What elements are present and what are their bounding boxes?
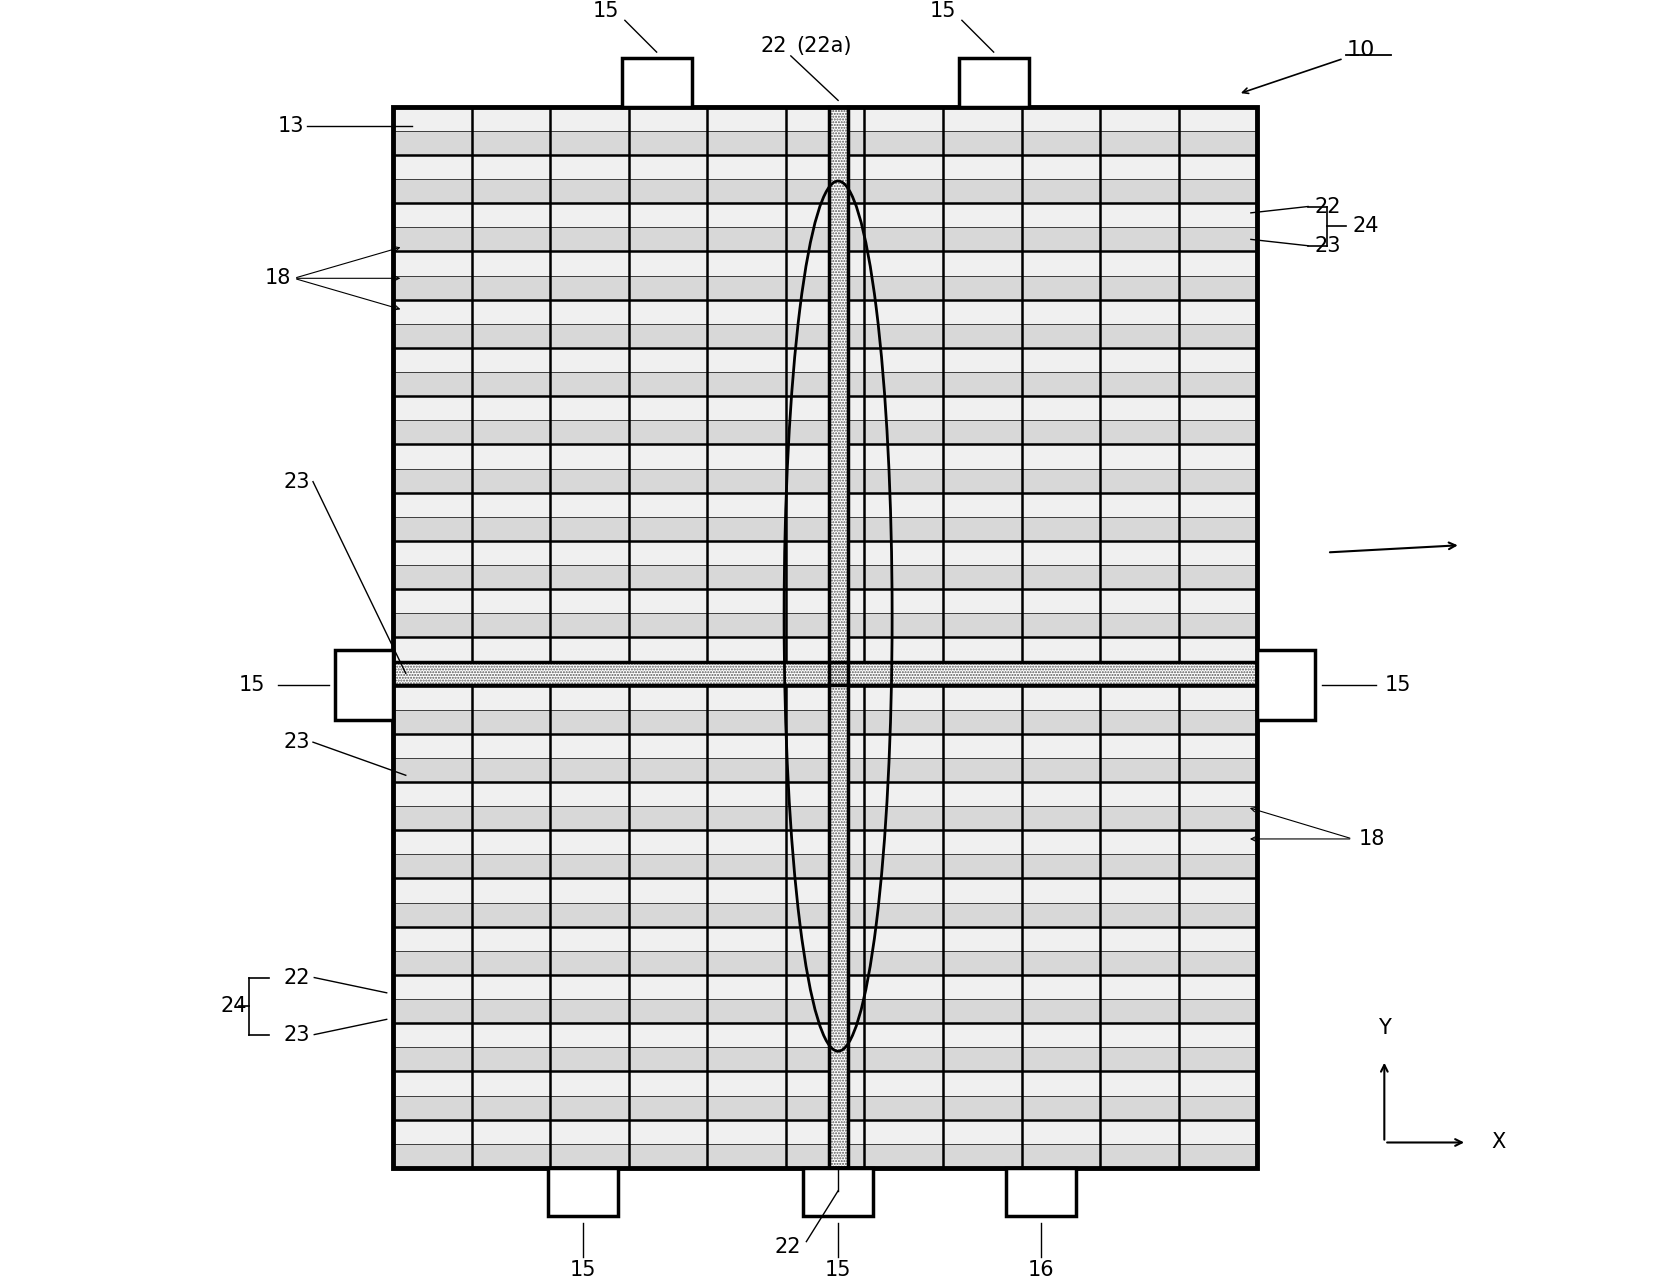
Bar — [392, 227, 1257, 251]
Bar — [392, 106, 1257, 1168]
Text: (22a): (22a) — [797, 36, 851, 56]
Bar — [392, 1095, 1257, 1120]
Bar — [392, 251, 1257, 275]
Bar — [392, 493, 1257, 516]
Bar — [549, 1168, 619, 1216]
Bar — [392, 469, 1257, 493]
Bar — [392, 300, 1257, 324]
Bar — [392, 854, 1257, 879]
Text: 15: 15 — [825, 1259, 851, 1280]
Bar — [392, 903, 1257, 926]
Bar — [392, 999, 1257, 1024]
Bar — [392, 758, 1257, 781]
Bar — [392, 589, 1257, 614]
Text: 22: 22 — [773, 1236, 800, 1257]
Bar — [828, 106, 848, 1168]
Text: 23: 23 — [284, 1025, 311, 1044]
Bar — [392, 541, 1257, 565]
Bar — [392, 204, 1257, 227]
Bar — [392, 179, 1257, 204]
Bar — [392, 106, 1257, 131]
Bar — [392, 926, 1257, 951]
Text: 13: 13 — [278, 115, 304, 136]
Bar — [392, 1144, 1257, 1168]
Bar — [1006, 1168, 1076, 1216]
Bar — [1257, 651, 1315, 720]
Bar — [392, 951, 1257, 975]
Text: 15: 15 — [930, 1, 956, 22]
Bar — [392, 710, 1257, 734]
Bar — [392, 781, 1257, 806]
Text: 15: 15 — [239, 675, 264, 696]
Text: 18: 18 — [264, 268, 291, 288]
Bar — [392, 685, 1257, 710]
Bar — [392, 371, 1257, 396]
Bar — [392, 662, 1257, 685]
Text: 15: 15 — [570, 1259, 597, 1280]
Bar — [803, 1168, 873, 1216]
Text: 15: 15 — [1385, 675, 1412, 696]
Bar — [392, 806, 1257, 830]
Bar — [392, 275, 1257, 300]
Bar — [392, 662, 1257, 685]
Text: 24: 24 — [221, 997, 246, 1016]
Bar — [392, 614, 1257, 638]
Bar — [392, 830, 1257, 854]
Bar — [392, 420, 1257, 445]
Bar — [392, 975, 1257, 999]
Bar — [828, 106, 848, 1168]
Text: 15: 15 — [592, 1, 619, 22]
Bar — [958, 59, 1029, 106]
Text: X: X — [1492, 1132, 1505, 1153]
Text: 18: 18 — [1359, 829, 1385, 849]
Text: 23: 23 — [284, 471, 311, 492]
Bar — [392, 155, 1257, 179]
Bar — [392, 445, 1257, 469]
Bar — [392, 879, 1257, 903]
Text: 24: 24 — [1352, 216, 1379, 236]
Text: 23: 23 — [284, 733, 311, 752]
Bar — [392, 396, 1257, 420]
Bar — [392, 565, 1257, 589]
Text: 22: 22 — [1314, 196, 1340, 216]
Text: 22: 22 — [284, 967, 311, 988]
Bar — [336, 651, 392, 720]
Text: 10: 10 — [1347, 40, 1375, 59]
Bar — [622, 59, 692, 106]
Bar — [392, 324, 1257, 348]
Bar — [392, 1120, 1257, 1144]
Text: 22: 22 — [760, 36, 787, 56]
Text: 23: 23 — [1314, 236, 1340, 256]
Bar — [392, 661, 1257, 685]
Bar — [392, 1071, 1257, 1095]
Bar — [392, 638, 1257, 661]
Bar — [392, 131, 1257, 155]
Text: 16: 16 — [1028, 1259, 1054, 1280]
Bar — [392, 516, 1257, 541]
Bar — [392, 1024, 1257, 1048]
Text: Y: Y — [1379, 1018, 1390, 1038]
Bar — [392, 1048, 1257, 1071]
Bar — [392, 348, 1257, 371]
Bar — [392, 734, 1257, 758]
